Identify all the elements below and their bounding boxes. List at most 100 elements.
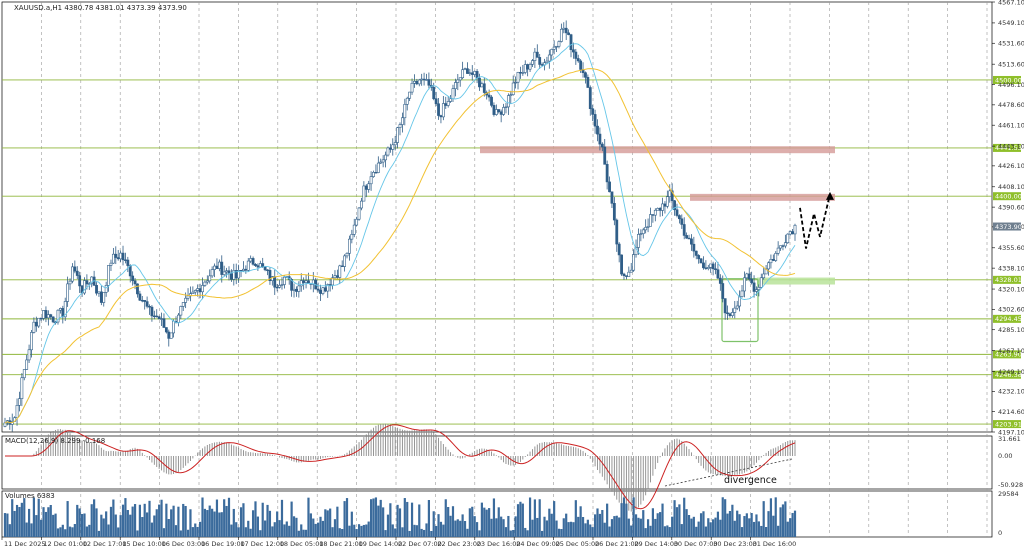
candle-body <box>99 291 103 303</box>
candle-body <box>762 273 766 279</box>
volume-bar <box>695 526 698 537</box>
volume-bar <box>40 519 43 537</box>
candle-body <box>425 79 428 81</box>
candle-body <box>677 215 681 220</box>
volume-bar <box>119 515 122 537</box>
candle-body <box>632 254 636 271</box>
candle-body <box>437 103 440 116</box>
candle-body <box>261 263 265 267</box>
candle-body <box>169 332 173 339</box>
time-tick-label: 19 Dec 14:00 <box>359 540 403 548</box>
candle-body <box>213 265 216 270</box>
volume-bar <box>64 529 67 537</box>
volume-bar <box>333 519 337 537</box>
volume-bar <box>719 519 722 537</box>
volume-bar <box>283 524 286 537</box>
candle-body <box>364 185 368 190</box>
volume-bar <box>461 514 464 537</box>
candle-body <box>152 315 156 318</box>
volume-bar <box>114 514 117 537</box>
volume-bar <box>581 517 585 537</box>
volume-bar <box>519 501 522 537</box>
volume-bar <box>15 504 19 537</box>
candle-body <box>608 181 611 193</box>
volume-bar <box>247 520 250 537</box>
volume-bar <box>442 524 445 537</box>
time-tick-label: 26 Dec 21:00 <box>595 540 639 548</box>
level-tag: 4203.91 <box>995 420 1022 428</box>
candle-body <box>706 267 710 269</box>
volume-bar <box>336 506 339 537</box>
volume-bar <box>23 498 26 537</box>
volume-bar <box>329 508 332 537</box>
volume-label: Volumes 6383 <box>5 492 55 500</box>
candle-body <box>292 288 296 291</box>
volume-bar <box>435 525 438 537</box>
volume-bar <box>584 523 587 537</box>
volume-bar <box>170 509 173 537</box>
volume-bar <box>242 503 245 537</box>
candle-body <box>148 306 151 308</box>
candle-body <box>335 275 339 278</box>
volume-bar <box>622 497 626 537</box>
volume-bar <box>244 527 247 537</box>
candle-body <box>692 243 696 252</box>
volume-bar <box>343 501 346 537</box>
volume-bar <box>232 508 235 537</box>
candle-body <box>600 143 604 148</box>
volume-bar <box>251 510 255 537</box>
candle-body <box>786 233 790 243</box>
level-tag-bg <box>993 420 1021 429</box>
macd-panel-frame <box>1 435 993 490</box>
volume-bar <box>288 525 291 537</box>
volume-bar <box>273 522 276 537</box>
candle-body <box>32 321 36 333</box>
candle-body <box>116 257 120 260</box>
volume-bar <box>512 529 515 537</box>
price-tick-label: 4478.60 <box>998 101 1024 109</box>
candle-body <box>579 60 583 70</box>
macd-tick-label: 31.661 <box>998 435 1021 443</box>
candle-body <box>186 295 190 299</box>
volume-bar <box>591 527 594 537</box>
candle-body <box>610 191 614 204</box>
volume-bar <box>76 504 79 537</box>
candle-body <box>20 377 24 399</box>
volume-bar <box>557 528 561 537</box>
candle-body <box>280 284 284 286</box>
time-tick-label: 30 Dec 23:00 <box>713 540 757 548</box>
price-candles <box>3 20 797 432</box>
volume-bar <box>724 499 727 537</box>
volume-bar <box>752 521 756 537</box>
candle-body <box>323 287 327 292</box>
volume-bar <box>377 505 380 537</box>
volume-bar <box>18 507 21 537</box>
volume-bar <box>227 497 231 537</box>
candle-body <box>251 258 255 265</box>
volume-bar <box>685 509 688 537</box>
candle-body <box>625 275 628 277</box>
volume-bar <box>601 510 604 537</box>
candle-body <box>523 64 527 73</box>
time-tick-label: 18 Dec 21:00 <box>319 540 363 548</box>
candle-body <box>788 231 792 235</box>
volume-bar <box>225 505 228 537</box>
candle-body <box>37 317 41 327</box>
volume-bar <box>406 501 409 537</box>
candle-body <box>345 252 349 257</box>
candle-body <box>415 81 419 85</box>
candle-body <box>172 320 175 334</box>
time-tick-label: 31 Dec 16:00 <box>753 540 797 548</box>
candle-body <box>121 252 125 261</box>
candle-body <box>3 422 7 427</box>
candle-body <box>466 68 469 74</box>
volume-bar <box>791 512 794 537</box>
volume-bar <box>285 521 288 537</box>
candle-body <box>699 258 703 264</box>
candle-body <box>637 234 640 248</box>
candle-body <box>576 58 580 62</box>
volume-bar <box>194 523 197 537</box>
volume-bar <box>198 521 202 537</box>
price-tick-label: 4549.10 <box>998 19 1024 27</box>
